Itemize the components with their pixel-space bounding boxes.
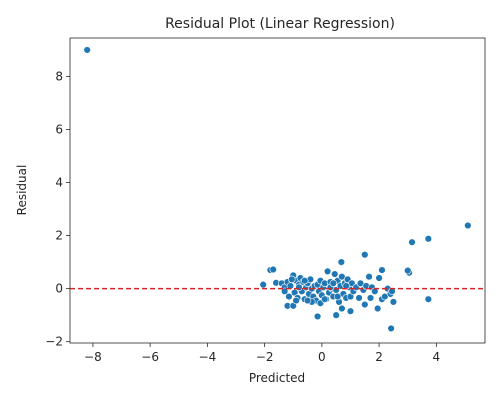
data-point bbox=[366, 273, 373, 280]
x-axis-label: Predicted bbox=[249, 371, 305, 385]
y-tick-label: 2 bbox=[55, 229, 63, 243]
data-point bbox=[361, 251, 368, 258]
data-point bbox=[288, 276, 295, 283]
y-tick-label: 4 bbox=[55, 176, 63, 190]
data-point bbox=[338, 259, 345, 266]
data-point bbox=[379, 267, 386, 274]
data-point bbox=[390, 298, 397, 305]
data-point bbox=[324, 268, 331, 275]
y-axis-label: Residual bbox=[15, 165, 29, 216]
chart-title: Residual Plot (Linear Regression) bbox=[165, 16, 395, 32]
data-point bbox=[301, 277, 308, 284]
data-point bbox=[376, 275, 383, 282]
data-point bbox=[464, 222, 471, 229]
data-point bbox=[374, 305, 381, 312]
data-point bbox=[330, 280, 337, 287]
data-point bbox=[333, 312, 340, 319]
data-point bbox=[304, 297, 311, 304]
data-point bbox=[260, 281, 267, 288]
y-tick-label: 8 bbox=[55, 69, 63, 83]
data-point bbox=[425, 296, 432, 303]
data-point bbox=[321, 296, 328, 303]
data-point bbox=[84, 47, 91, 54]
y-tick-label: −2 bbox=[45, 335, 63, 349]
data-point bbox=[314, 313, 321, 320]
data-point bbox=[409, 239, 416, 246]
data-point bbox=[361, 301, 368, 308]
data-point bbox=[356, 295, 363, 302]
x-tick-label: 2 bbox=[375, 350, 383, 364]
x-tick-label: 0 bbox=[318, 350, 326, 364]
y-tick-label: 6 bbox=[55, 123, 63, 137]
x-tick-label: 4 bbox=[433, 350, 441, 364]
data-point bbox=[293, 297, 300, 304]
x-tick-label: −8 bbox=[84, 350, 102, 364]
data-point bbox=[347, 308, 354, 315]
data-point bbox=[296, 284, 303, 291]
data-point bbox=[388, 325, 395, 332]
data-point bbox=[425, 235, 432, 242]
data-point bbox=[338, 305, 345, 312]
data-point bbox=[331, 271, 338, 278]
data-point bbox=[367, 295, 374, 302]
y-tick-label: 0 bbox=[55, 282, 63, 296]
x-tick-label: −4 bbox=[199, 350, 217, 364]
data-point bbox=[270, 266, 277, 273]
x-tick-label: −2 bbox=[256, 350, 274, 364]
data-point bbox=[334, 293, 341, 300]
data-point bbox=[404, 267, 411, 274]
x-tick-label: −6 bbox=[141, 350, 159, 364]
